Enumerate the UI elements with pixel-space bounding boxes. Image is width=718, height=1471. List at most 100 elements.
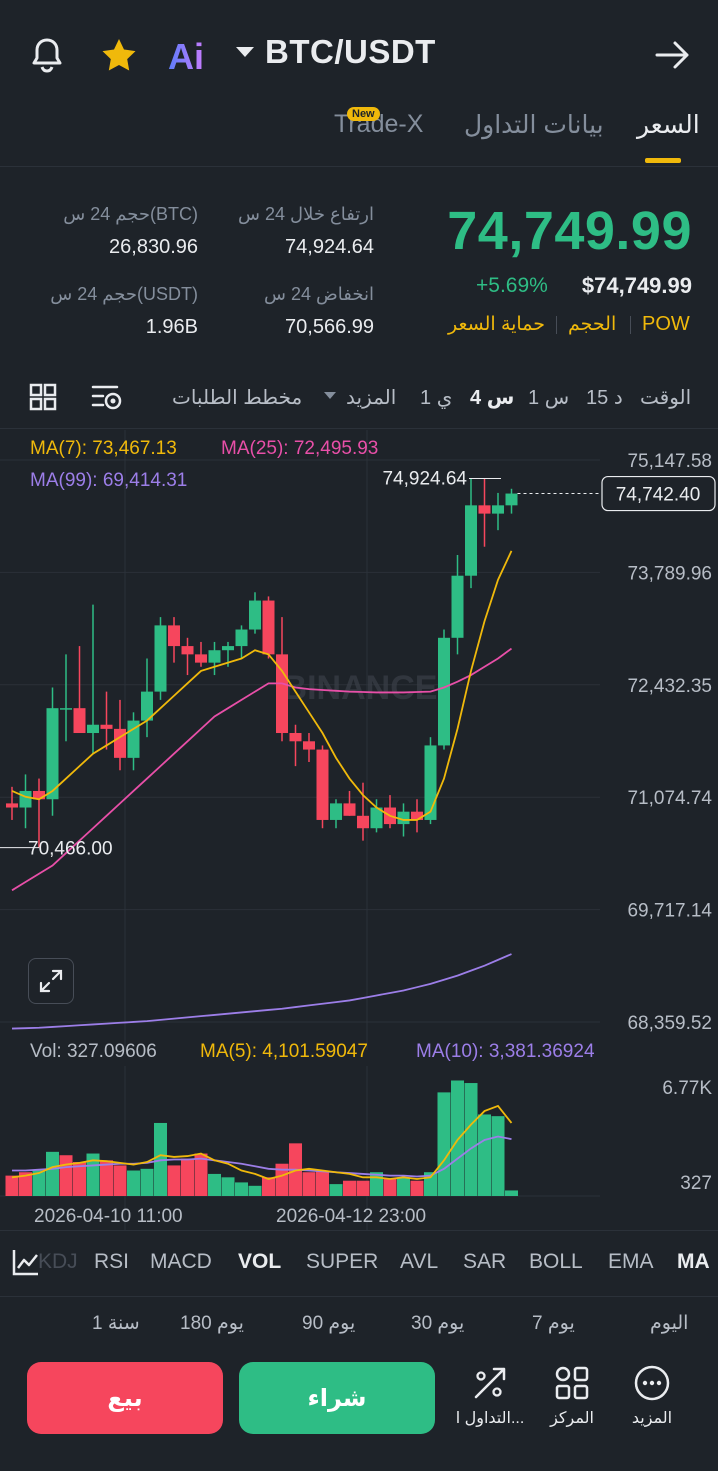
volume-bar xyxy=(221,1177,235,1196)
indicator-kdj[interactable]: KDJ xyxy=(38,1250,78,1273)
more-dots-icon[interactable] xyxy=(632,1363,672,1403)
ai-icon[interactable]: Ai xyxy=(166,34,214,76)
candle-body xyxy=(330,803,342,820)
volume-bar xyxy=(167,1165,181,1196)
center-label[interactable]: المركز xyxy=(550,1410,594,1427)
indicator-chart-icon[interactable] xyxy=(10,1246,42,1278)
current-price-box xyxy=(601,475,716,512)
indicator-macd[interactable]: MACD xyxy=(150,1250,212,1273)
vol-ma10-line xyxy=(12,1135,512,1178)
tf-1h[interactable]: 1 س xyxy=(528,387,570,409)
volume-bar xyxy=(59,1155,73,1196)
more-label[interactable]: المزيد xyxy=(631,1410,673,1427)
candle-body xyxy=(168,625,180,647)
time-label[interactable]: الوقت xyxy=(640,387,692,409)
grid-layout-icon[interactable] xyxy=(26,380,60,414)
vol-ma5-line xyxy=(11,1104,513,1180)
ma99-line xyxy=(11,953,512,1030)
candle-body xyxy=(316,749,329,820)
indicator-boll[interactable]: BOLL xyxy=(529,1250,583,1273)
volume-bar xyxy=(46,1151,59,1196)
vol-legend: Vol: 327.09606 xyxy=(30,1041,157,1062)
candle-body xyxy=(465,505,477,576)
tab-trading-data[interactable]: بيانات التداول xyxy=(464,111,604,139)
tf-1d[interactable]: 1 ي xyxy=(420,387,453,409)
indicator-sar[interactable]: SAR xyxy=(463,1250,507,1273)
candle-body xyxy=(343,803,356,816)
candle-body xyxy=(492,505,504,514)
volume-bar xyxy=(437,1092,451,1196)
usd-price: $74,749.99 xyxy=(581,273,692,298)
indicators-divider xyxy=(0,1296,718,1297)
candle-body xyxy=(73,708,86,734)
y-tick-label: 69,717.14 xyxy=(627,901,712,922)
tag-price-protection[interactable]: حماية السعر xyxy=(448,314,545,335)
x-tick-label: 2026-04-10 11:00 xyxy=(34,1206,183,1227)
volume-bar xyxy=(451,1080,464,1196)
volume-bar xyxy=(329,1184,343,1196)
indicator-ema[interactable]: EMA xyxy=(608,1250,654,1273)
tag-divider xyxy=(630,316,631,334)
perf-7d: 7 يوم xyxy=(532,1313,575,1334)
chart-settings-icon[interactable] xyxy=(88,380,126,414)
low-label: انخفاض 24 س xyxy=(264,284,374,304)
trading-bot-icon[interactable] xyxy=(470,1363,510,1403)
more-timeframes[interactable]: المزيد xyxy=(346,387,397,409)
watermark: BINANCE xyxy=(283,669,438,707)
volume-bar xyxy=(356,1180,370,1196)
volume-bar xyxy=(127,1170,140,1196)
y-tick-label: 73,789.96 xyxy=(627,563,712,584)
tab-active-indicator xyxy=(645,158,681,163)
trading-label[interactable]: التداول ا... xyxy=(455,1410,525,1427)
tag-pow[interactable]: POW xyxy=(642,313,690,335)
bell-icon[interactable] xyxy=(26,34,68,76)
share-arrow-icon[interactable] xyxy=(650,34,696,76)
low-value: 70,566.99 xyxy=(285,316,374,338)
caret-down-icon[interactable] xyxy=(232,42,258,62)
tf-15m[interactable]: 15 د xyxy=(586,387,623,409)
volume-bar xyxy=(383,1179,397,1196)
ma7-line xyxy=(11,550,513,821)
low-marker-label: 70,466.00 xyxy=(28,839,113,860)
candle-body xyxy=(411,811,423,820)
current-price-label: 74,742.40 xyxy=(616,485,701,506)
indicator-ma[interactable]: MA xyxy=(677,1250,710,1273)
volume-bar xyxy=(478,1114,491,1196)
perf-30d: 30 يوم xyxy=(411,1313,465,1334)
volume-bar xyxy=(113,1165,127,1196)
pair-title[interactable]: BTC/USDT xyxy=(265,33,436,70)
volume-bar xyxy=(100,1160,113,1196)
star-icon[interactable] xyxy=(98,34,140,76)
x-tick-label: 2026-04-12 23:00 xyxy=(276,1206,426,1227)
volume-bar xyxy=(397,1177,410,1196)
candle-body xyxy=(6,803,18,808)
volume-chart[interactable]: Vol: 327.09606 MA(5): 4,101.59047 MA(10): … xyxy=(0,1036,718,1230)
tf-4h[interactable]: 4 س xyxy=(470,387,515,409)
candle-body xyxy=(114,728,126,758)
candle-body xyxy=(19,790,32,808)
tag-volume[interactable]: الحجم xyxy=(568,314,617,335)
volume-bar xyxy=(140,1168,154,1196)
center-grid-icon[interactable] xyxy=(552,1363,592,1403)
indicator-vol[interactable]: VOL xyxy=(238,1250,282,1273)
y-tick-label: 68,359.52 xyxy=(627,1013,712,1034)
high-marker-label: 74,924.64 xyxy=(382,468,467,489)
indicator-rsi[interactable]: RSI xyxy=(94,1250,130,1273)
candlestick-chart[interactable]: 75,147.58 73,789.96 72,432.35 71,074.74 69,7… xyxy=(0,430,718,1050)
expand-icon[interactable] xyxy=(28,958,74,1004)
depth-chart-label[interactable]: مخطط الطلبات xyxy=(172,387,303,409)
sell-button[interactable]: بيع xyxy=(27,1362,223,1434)
indicator-avl[interactable]: AVL xyxy=(400,1250,439,1273)
perf-today: اليوم xyxy=(650,1313,689,1334)
ma25-legend: MA(25): 72,495.93 xyxy=(221,438,378,459)
vol-btc-value: 26,830.96 xyxy=(109,236,198,258)
ma99-legend: MA(99): 69,414.31 xyxy=(30,470,187,491)
candle-body xyxy=(222,646,234,651)
indicator-super[interactable]: SUPER xyxy=(306,1250,379,1273)
tab-price[interactable]: السعر xyxy=(637,111,700,139)
candle-body xyxy=(370,807,383,829)
candle-body xyxy=(87,724,99,734)
candle-body xyxy=(249,600,261,630)
buy-button[interactable]: شراء xyxy=(239,1362,435,1434)
candle-body xyxy=(424,745,437,820)
